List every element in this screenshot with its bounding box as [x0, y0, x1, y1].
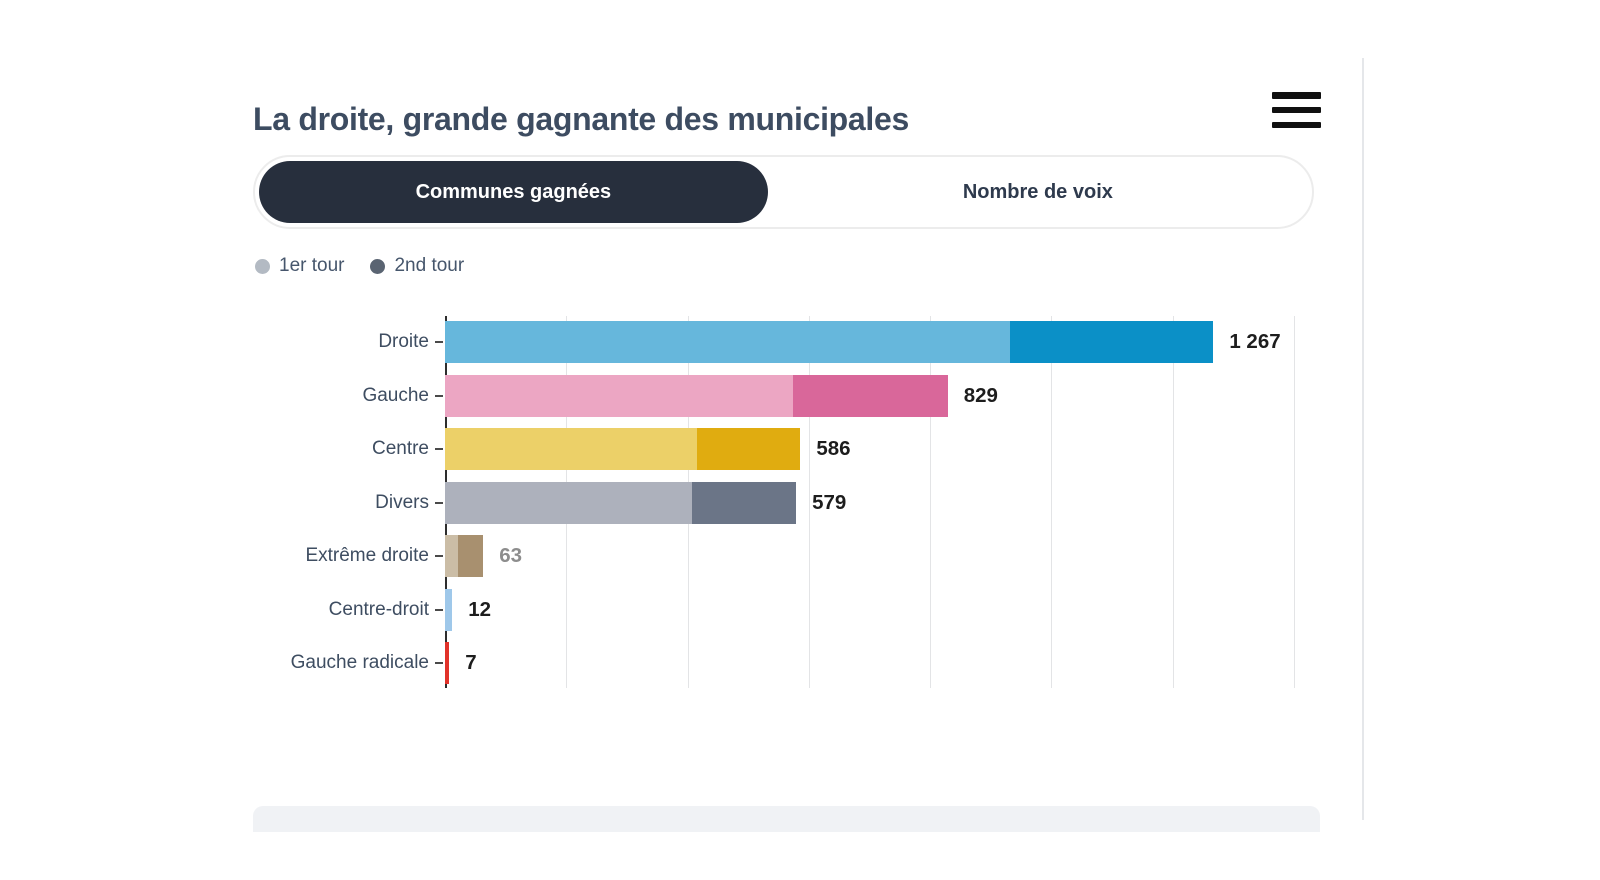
- axis-tick: [435, 555, 443, 557]
- bar-segment-2nd-tour: [458, 535, 484, 577]
- bar-segment-1er-tour: [445, 481, 692, 524]
- value-label: 63: [499, 544, 522, 567]
- footer-strip: [253, 806, 1320, 832]
- chart-legend: 1er tour 2nd tour: [255, 255, 464, 277]
- view-toggle: Communes gagnées Nombre de voix: [253, 155, 1314, 229]
- legend-label: 1er tour: [279, 255, 345, 276]
- bar-segment-1er-tour: [445, 374, 794, 417]
- category-label: Centre-droit: [328, 598, 429, 620]
- legend-label: 2nd tour: [394, 255, 465, 276]
- value-label: 1 267: [1229, 330, 1281, 353]
- chart-row: Gauche 829: [253, 374, 1294, 417]
- chart-row: Centre-droit 12: [253, 588, 1294, 631]
- bar-segment-2nd-tour: [1009, 321, 1214, 363]
- legend-item-2nd-tour: 2nd tour: [370, 255, 464, 277]
- tab-communes-gagnees[interactable]: Communes gagnées: [259, 161, 768, 223]
- bar-segment-2nd-tour: [445, 642, 450, 684]
- value-label: 586: [816, 437, 851, 460]
- bar-segment-1er-tour: [445, 535, 459, 577]
- bar-segment-2nd-tour: [793, 374, 948, 417]
- bar-segment-2nd-tour: [691, 481, 797, 524]
- chart-row: Gauche radicale 7: [253, 642, 1294, 684]
- axis-tick: [435, 501, 443, 504]
- axis-tick: [435, 448, 443, 450]
- axis-tick: [435, 608, 443, 611]
- stacked-bar: 63: [445, 535, 1294, 577]
- category-label: Divers: [375, 491, 429, 513]
- legend-dot-1er-tour-icon: [255, 258, 270, 274]
- hamburger-bar: [1272, 92, 1321, 99]
- bar-segment-1er-tour: [445, 588, 453, 631]
- axis-tick: [435, 662, 443, 664]
- axis-tick: [435, 394, 443, 397]
- category-label: Droite: [378, 331, 429, 352]
- vertical-separator: [1362, 58, 1364, 820]
- page-title: La droite, grande gagnante des municipal…: [253, 101, 909, 138]
- bar-chart: Droite 1 267 Gauche 829 Centre 586 Divers 579 Ex…: [253, 316, 1295, 688]
- value-label: 829: [963, 383, 998, 407]
- category-label: Gauche radicale: [290, 652, 429, 673]
- legend-item-1er-tour: 1er tour: [255, 255, 344, 277]
- hamburger-bar: [1272, 106, 1321, 114]
- bar-segment-1er-tour: [445, 321, 1010, 363]
- category-label: Centre: [371, 438, 429, 459]
- gridline: [1294, 316, 1295, 688]
- value-label: 579: [812, 490, 847, 514]
- stacked-bar: 579: [445, 481, 1294, 524]
- chart-row: Divers 579: [253, 481, 1294, 524]
- bar-segment-2nd-tour: [696, 428, 801, 470]
- hamburger-menu-icon[interactable]: [1272, 92, 1321, 128]
- axis-tick: [435, 341, 443, 343]
- hamburger-bar: [1272, 121, 1321, 128]
- gridline: [930, 316, 932, 688]
- stacked-bar: 7: [445, 642, 1294, 684]
- legend-dot-2nd-tour-icon: [370, 258, 386, 274]
- chart-row: Extrême droite 63: [253, 535, 1294, 577]
- category-label: Extrême droite: [305, 545, 429, 566]
- bar-segment-1er-tour: [445, 428, 697, 470]
- stacked-bar: 12: [445, 588, 1294, 631]
- value-label: 12: [468, 597, 492, 621]
- stacked-bar: 1 267: [445, 321, 1294, 363]
- gridline: [808, 316, 810, 688]
- tab-nombre-de-voix[interactable]: Nombre de voix: [962, 180, 1113, 203]
- stacked-bar: 586: [445, 428, 1294, 470]
- gridline: [1051, 316, 1053, 688]
- stacked-bar: 829: [445, 374, 1294, 417]
- value-label: 7: [465, 651, 477, 674]
- chart-row: Centre 586: [253, 428, 1294, 470]
- category-label: Gauche: [362, 384, 429, 406]
- chart-row: Droite 1 267: [253, 321, 1294, 363]
- gridline: [1172, 316, 1174, 688]
